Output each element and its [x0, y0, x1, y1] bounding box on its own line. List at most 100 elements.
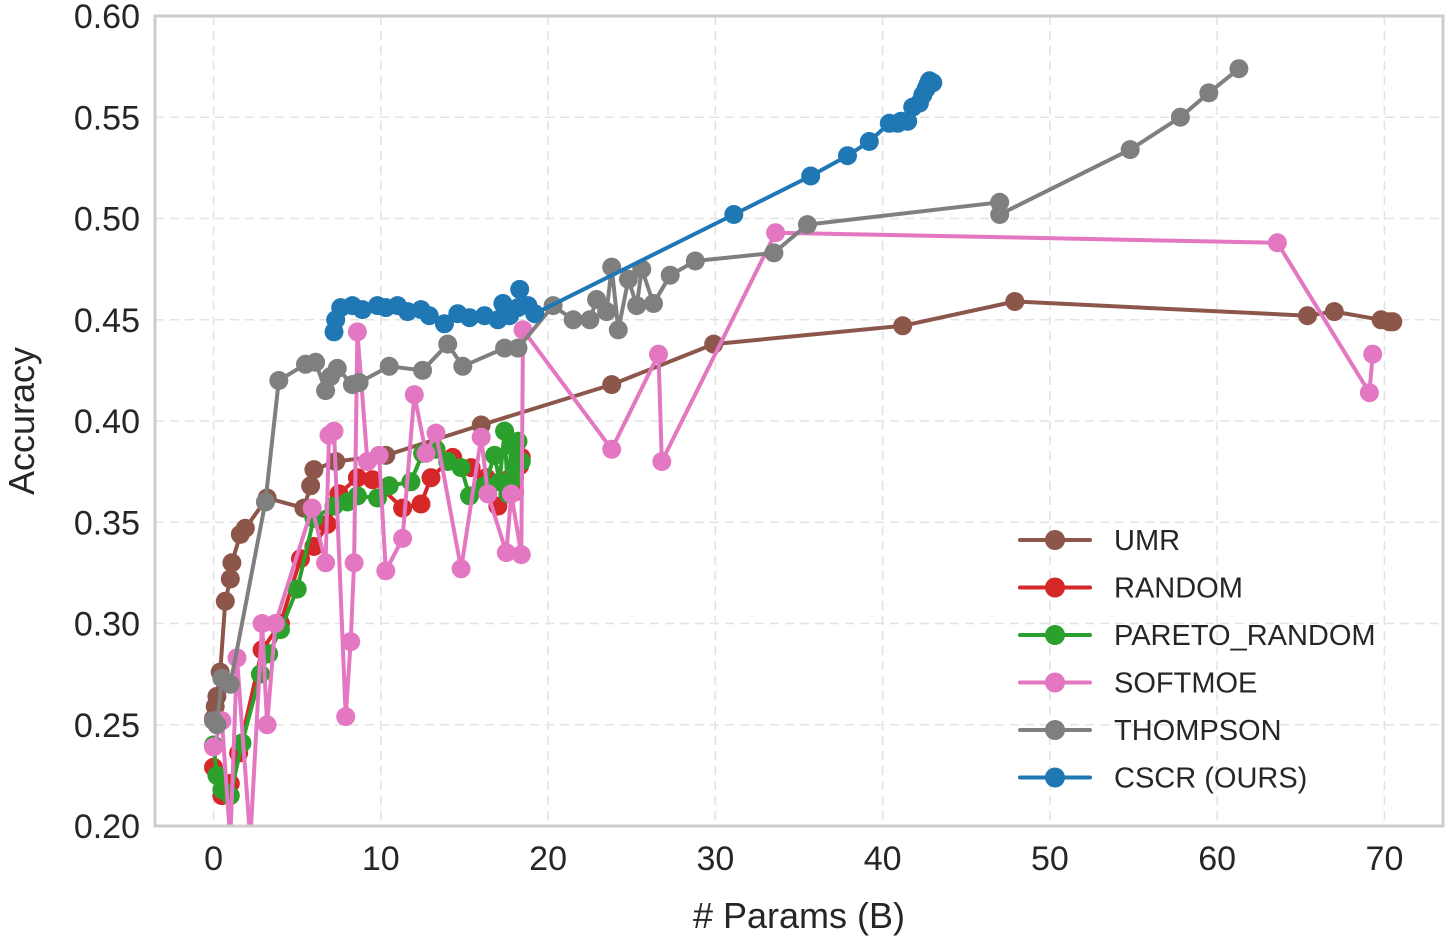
data-point-thompson [495, 338, 515, 358]
data-point-thompson [580, 310, 600, 330]
data-point-thompson [379, 356, 399, 376]
data-point-thompson [453, 356, 473, 376]
data-point-softmoe [336, 707, 356, 727]
data-point-random [347, 468, 367, 488]
legend: UMR RANDOM PARETO_RANDOM SOFTMOE THOMPSON CSC… [1018, 525, 1376, 795]
data-point-thompson [349, 373, 369, 392]
data-point-softmoe [344, 553, 364, 573]
data-point-thompson [597, 302, 617, 322]
legend-item-pareto-random: PARETO_RANDOM [1018, 620, 1376, 652]
legend-item-thompson: THOMPSON [1018, 715, 1282, 747]
legend-marker [1045, 672, 1065, 693]
y-axis-label: Accuracy [1, 347, 42, 495]
data-point-pareto-random [451, 458, 471, 478]
data-point-softmoe [471, 427, 491, 447]
legend-marker [1045, 530, 1065, 550]
data-point-softmoe [341, 632, 361, 652]
legend-label: SOFTMOE [1114, 668, 1257, 700]
data-point-thompson [644, 294, 663, 313]
data-point-cscr-ours [801, 166, 821, 186]
data-point-softmoe [602, 439, 622, 459]
data-point-thompson [1229, 59, 1249, 79]
legend-marker [1045, 577, 1065, 598]
data-point-softmoe [766, 223, 786, 243]
data-point-thompson [255, 492, 275, 512]
data-point-softmoe [451, 559, 471, 579]
data-point-softmoe [511, 545, 531, 565]
data-point-cscr-ours [352, 300, 372, 320]
data-point-thompson [508, 338, 528, 358]
data-point-softmoe [649, 344, 668, 364]
x-tick-label: 70 [1366, 840, 1404, 878]
plot-area [204, 59, 1403, 826]
y-tick-label: 0.35 [74, 504, 140, 542]
data-point-cscr-ours [525, 304, 545, 324]
data-point-softmoe [501, 484, 521, 504]
series-thompson [204, 59, 1249, 735]
data-point-softmoe [393, 528, 413, 548]
data-point-umr [222, 553, 242, 573]
legend-label: PARETO_RANDOM [1114, 620, 1376, 652]
series-layer [204, 59, 1403, 826]
data-point-softmoe [257, 715, 277, 735]
data-point-thompson [563, 310, 583, 330]
data-point-thompson [685, 251, 705, 271]
data-point-umr [602, 375, 622, 395]
x-tick-label: 40 [864, 840, 902, 878]
data-point-softmoe [302, 498, 322, 518]
y-tick-label: 0.25 [74, 707, 140, 745]
data-point-softmoe [1359, 383, 1379, 403]
data-point-thompson [438, 334, 458, 354]
plot-frame [153, 14, 1445, 828]
data-point-cscr-ours [419, 306, 439, 326]
data-point-umr [1005, 292, 1025, 311]
data-point-umr [220, 569, 240, 589]
data-point-thompson [797, 215, 817, 235]
data-point-cscr-ours [838, 146, 857, 166]
legend-item-cscr-ours: CSCR (OURS) [1018, 763, 1307, 795]
data-point-softmoe [416, 443, 436, 463]
data-point-umr [1383, 312, 1403, 332]
legend-item-softmoe: SOFTMOE [1018, 668, 1257, 700]
y-tick-label: 0.60 [74, 0, 140, 36]
legend-label: UMR [1114, 525, 1180, 557]
data-point-cscr-ours [434, 314, 454, 334]
y-tick-label: 0.45 [74, 302, 140, 340]
data-point-umr [1298, 306, 1317, 326]
legend-marker [1045, 720, 1065, 740]
legend-label: CSCR (OURS) [1114, 763, 1307, 795]
data-point-pareto-random [505, 468, 525, 488]
data-point-thompson [1170, 107, 1190, 127]
data-point-thompson [608, 320, 628, 340]
data-point-cscr-ours [460, 308, 479, 328]
y-axis-ticks: 0.20 0.25 0.30 0.35 0.40 0.45 0.50 0.55 0.60 [74, 0, 140, 846]
data-point-umr [893, 316, 913, 336]
series-cscr-ours [324, 71, 943, 342]
x-tick-label: 30 [696, 840, 734, 878]
data-point-thompson [1199, 83, 1219, 103]
data-point-thompson [306, 352, 326, 372]
data-point-softmoe [376, 561, 396, 581]
data-point-softmoe [265, 614, 285, 633]
data-point-softmoe [404, 385, 424, 405]
data-point-cscr-ours [859, 132, 879, 151]
data-point-cscr-ours [510, 279, 530, 299]
data-point-random [421, 468, 441, 488]
y-tick-label: 0.20 [74, 808, 140, 846]
data-point-umr [301, 476, 321, 496]
data-point-umr [304, 460, 324, 480]
x-tick-label: 60 [1198, 840, 1236, 878]
data-point-softmoe [252, 614, 272, 633]
data-point-softmoe [1267, 233, 1287, 253]
data-point-thompson [990, 205, 1010, 224]
x-tick-label: 0 [204, 840, 223, 878]
legend-item-umr: UMR [1018, 525, 1180, 557]
data-point-pareto-random [379, 476, 399, 496]
data-point-softmoe [204, 737, 223, 757]
data-point-umr [215, 591, 235, 611]
data-point-softmoe [1363, 344, 1383, 364]
y-tick-label: 0.50 [74, 201, 140, 239]
data-point-thompson [660, 265, 680, 285]
legend-label: RANDOM [1114, 573, 1243, 605]
x-tick-label: 50 [1031, 840, 1069, 878]
